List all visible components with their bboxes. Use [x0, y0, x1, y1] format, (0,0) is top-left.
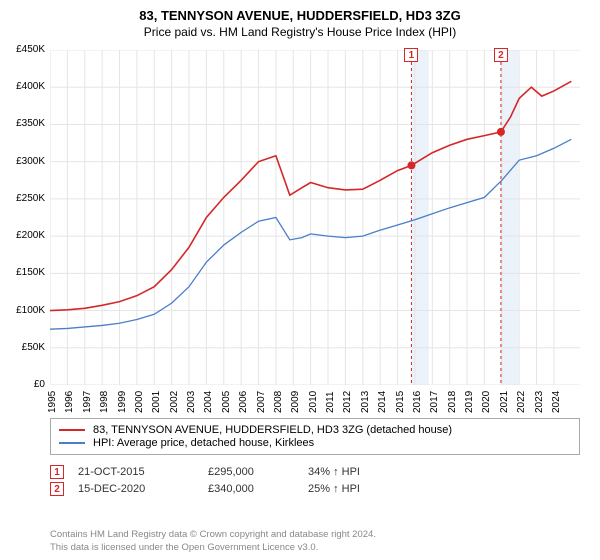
transaction-row: 2 15-DEC-2020 £340,000 25% ↑ HPI	[50, 482, 408, 496]
transaction-row: 1 21-OCT-2015 £295,000 34% ↑ HPI	[50, 465, 408, 479]
y-axis-label: £150K	[5, 267, 45, 278]
footnote: Contains HM Land Registry data © Crown c…	[50, 529, 376, 554]
transaction-diff: 25% ↑ HPI	[308, 483, 408, 495]
legend-label: HPI: Average price, detached house, Kirk…	[93, 437, 314, 449]
x-axis-label: 2014	[377, 391, 388, 413]
y-axis-label: £50K	[5, 342, 45, 353]
x-axis-label: 2016	[412, 391, 423, 413]
x-axis-label: 2012	[342, 391, 353, 413]
y-axis-label: £450K	[5, 44, 45, 55]
x-axis-label: 2018	[447, 391, 458, 413]
transaction-date: 21-OCT-2015	[78, 466, 208, 478]
x-axis-label: 2020	[481, 391, 492, 413]
chart-plot-area	[50, 50, 580, 385]
x-axis-label: 2019	[464, 391, 475, 413]
transaction-marker-icon: 2	[50, 482, 64, 496]
footnote-line: This data is licensed under the Open Gov…	[50, 542, 376, 554]
legend-swatch	[59, 442, 85, 444]
x-axis-label: 1998	[99, 391, 110, 413]
legend-item: HPI: Average price, detached house, Kirk…	[59, 437, 571, 449]
transaction-marker-flag: 1	[404, 48, 418, 62]
legend-swatch	[59, 429, 85, 431]
legend-item: 83, TENNYSON AVENUE, HUDDERSFIELD, HD3 3…	[59, 424, 571, 436]
legend-label: 83, TENNYSON AVENUE, HUDDERSFIELD, HD3 3…	[93, 424, 452, 436]
x-axis-label: 2011	[325, 391, 336, 413]
x-axis-label: 2000	[134, 391, 145, 413]
y-axis-label: £0	[5, 379, 45, 390]
x-axis-label: 2007	[256, 391, 267, 413]
x-axis-label: 1997	[82, 391, 93, 413]
chart-svg	[50, 50, 580, 385]
chart-title: 83, TENNYSON AVENUE, HUDDERSFIELD, HD3 3…	[0, 8, 600, 23]
x-axis-label: 2013	[360, 391, 371, 413]
legend: 83, TENNYSON AVENUE, HUDDERSFIELD, HD3 3…	[50, 418, 580, 455]
x-axis-label: 2017	[429, 391, 440, 413]
x-axis-label: 2010	[308, 391, 319, 413]
x-axis-label: 2004	[203, 391, 214, 413]
x-axis-label: 2015	[395, 391, 406, 413]
transaction-date: 15-DEC-2020	[78, 483, 208, 495]
x-axis-label: 2006	[238, 391, 249, 413]
x-axis-label: 2022	[516, 391, 527, 413]
transaction-marker-flag: 2	[494, 48, 508, 62]
chart-container: { "title": "83, TENNYSON AVENUE, HUDDERS…	[0, 0, 600, 560]
transaction-table: 1 21-OCT-2015 £295,000 34% ↑ HPI 2 15-DE…	[50, 462, 408, 499]
x-axis-label: 2005	[221, 391, 232, 413]
y-axis-label: £200K	[5, 230, 45, 241]
x-axis-label: 2021	[499, 391, 510, 413]
x-axis-label: 1999	[117, 391, 128, 413]
x-axis-label: 2023	[534, 391, 545, 413]
y-axis-label: £350K	[5, 118, 45, 129]
y-axis-label: £400K	[5, 81, 45, 92]
y-axis-label: £250K	[5, 193, 45, 204]
transaction-diff: 34% ↑ HPI	[308, 466, 408, 478]
transaction-price: £295,000	[208, 466, 308, 478]
x-axis-label: 2002	[169, 391, 180, 413]
x-axis-label: 2009	[290, 391, 301, 413]
x-axis-label: 2008	[273, 391, 284, 413]
x-axis-label: 1995	[47, 391, 58, 413]
y-axis-label: £300K	[5, 156, 45, 167]
x-axis-label: 2003	[186, 391, 197, 413]
x-axis-label: 2024	[551, 391, 562, 413]
transaction-price: £340,000	[208, 483, 308, 495]
footnote-line: Contains HM Land Registry data © Crown c…	[50, 529, 376, 541]
x-axis-label: 2001	[151, 391, 162, 413]
x-axis-label: 1996	[64, 391, 75, 413]
y-axis-label: £100K	[5, 305, 45, 316]
transaction-marker-icon: 1	[50, 465, 64, 479]
chart-subtitle: Price paid vs. HM Land Registry's House …	[0, 25, 600, 39]
